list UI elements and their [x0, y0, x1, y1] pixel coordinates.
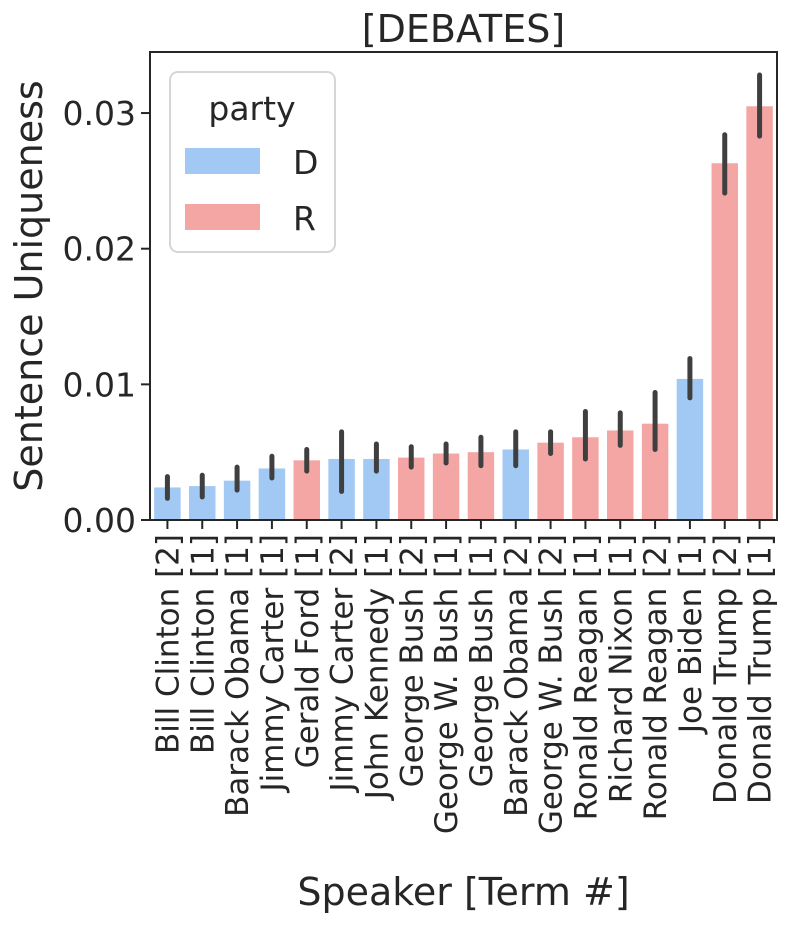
x-tick-label: Jimmy Carter [2] [325, 534, 361, 793]
x-tick-label: John Kennedy [1] [359, 534, 395, 801]
x-tick-label: Joe Biden [1] [673, 534, 709, 735]
y-tick-label: 0.03 [63, 94, 136, 133]
x-tick-label: Bill Clinton [1] [185, 534, 221, 754]
bar [676, 378, 704, 520]
y-axis-title: Sentence Uniqueness [7, 80, 51, 491]
x-tick-label: Richard Nixon [1] [603, 534, 639, 803]
chart-title: [DEBATES] [362, 7, 565, 51]
y-tick-label: 0.00 [63, 501, 136, 540]
x-tick-label: Ronald Reagan [1] [568, 534, 604, 820]
bars-group [154, 106, 773, 521]
bar [711, 163, 738, 520]
legend-swatch [185, 148, 260, 174]
x-tick-label: Barack Obama [2] [499, 534, 535, 817]
y-tick-label: 0.02 [63, 230, 136, 269]
legend-label: R [293, 199, 316, 238]
error-bars-group [164, 72, 763, 501]
x-tick-label: George Bush [2] [394, 534, 430, 787]
x-tick-label: Jimmy Carter [1] [255, 534, 291, 793]
x-tick-label: Donald Trump [1] [743, 534, 779, 804]
legend-label: D [293, 143, 318, 182]
x-tick-label: Gerald Ford [1] [290, 534, 326, 768]
x-tick-label: Donald Trump [2] [708, 534, 744, 804]
bar [746, 106, 773, 521]
x-tick-label: Ronald Reagan [2] [638, 534, 674, 820]
y-axis: 0.00 0.01 0.02 0.03 [63, 94, 150, 540]
y-tick-label: 0.01 [63, 365, 136, 404]
plot-frame [149, 51, 778, 521]
x-axis-title: Speaker [Term #] [297, 870, 629, 914]
legend-title: party [208, 89, 295, 128]
x-tick-label: George W. Bush [1] [429, 534, 465, 834]
x-tick-label: George W. Bush [2] [534, 534, 570, 834]
x-tick-label: George Bush [1] [464, 534, 500, 787]
x-tick-label: Bill Clinton [2] [150, 534, 186, 754]
x-axis: Bill Clinton [2]Bill Clinton [1]Barack O… [150, 520, 779, 834]
x-tick-label: Barack Obama [1] [220, 534, 256, 817]
legend: party DR [169, 71, 336, 253]
legend-swatch [185, 204, 260, 230]
